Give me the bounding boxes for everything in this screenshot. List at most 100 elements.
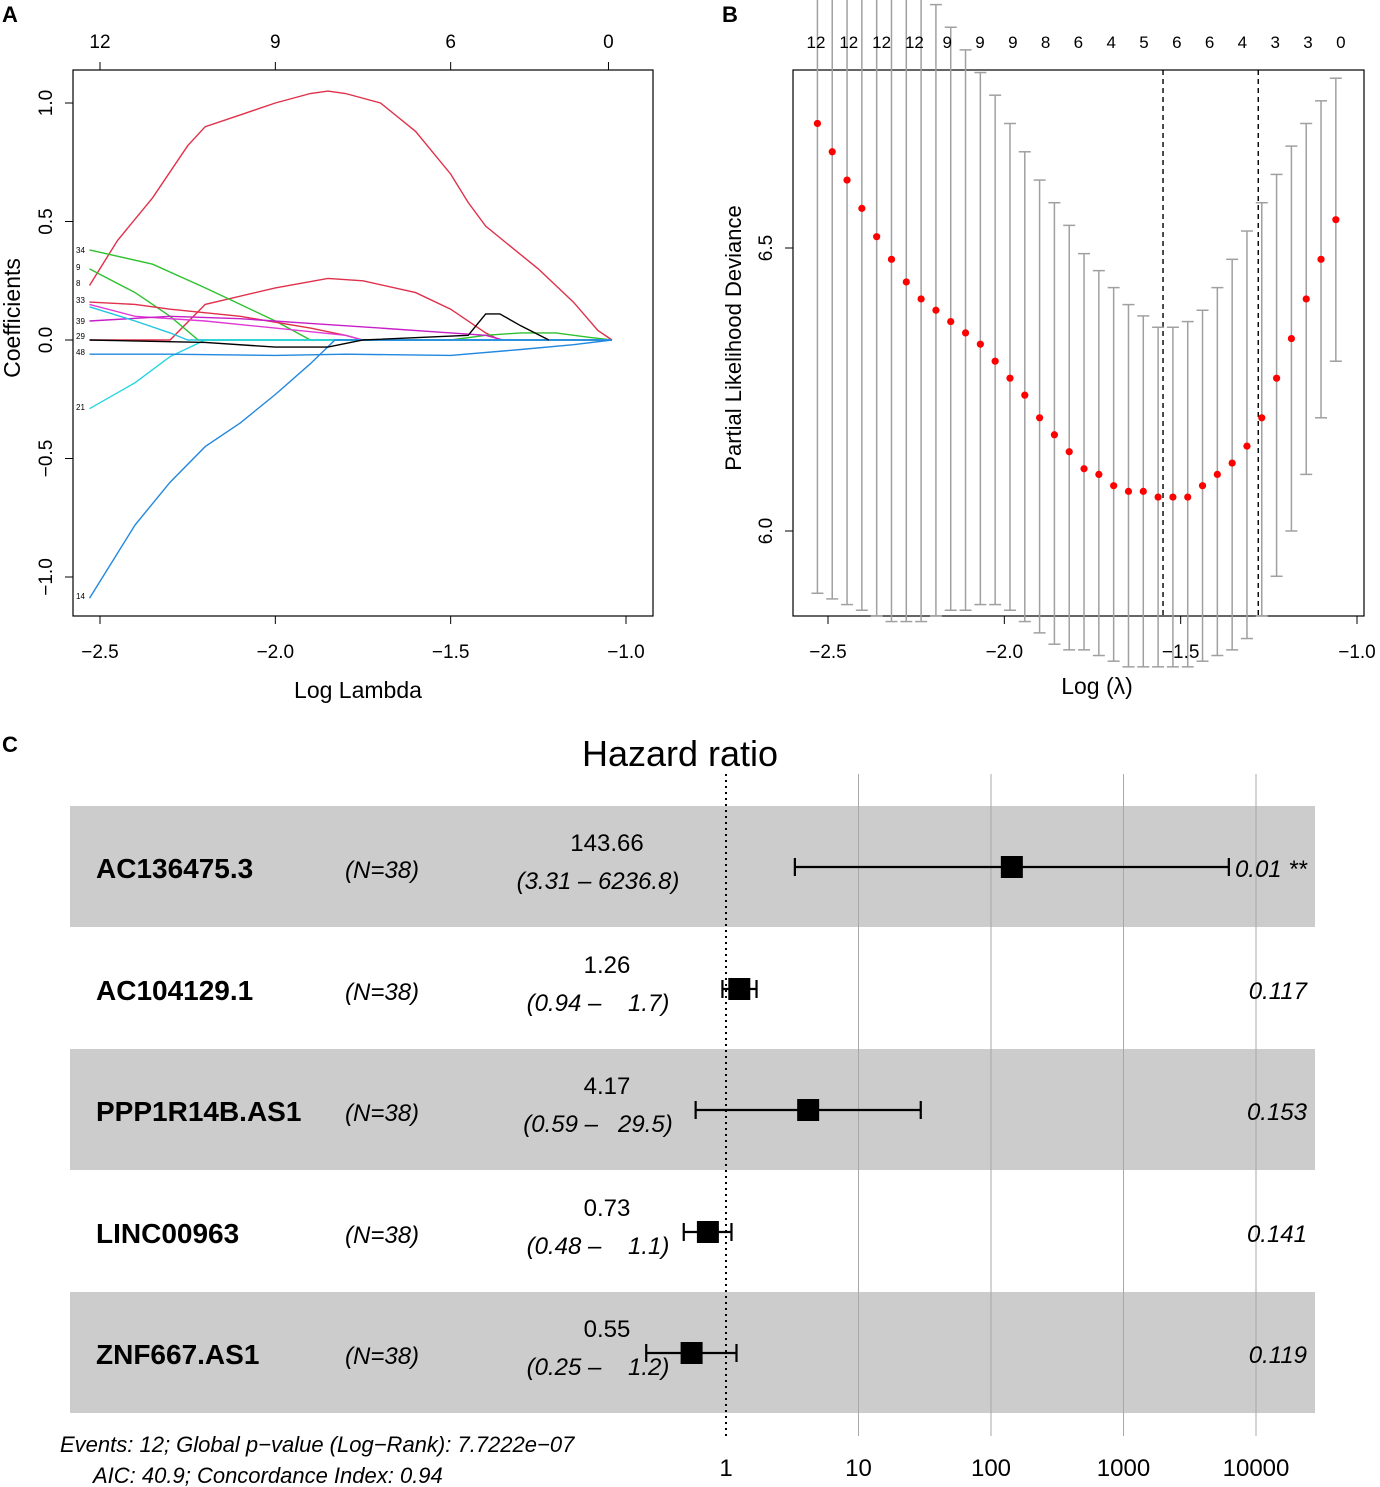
panel-c-hr-marker bbox=[1000, 856, 1023, 878]
panel-c-row-p: 0.153 bbox=[1247, 1099, 1308, 1126]
panel-a-y-tick-label: −1.0 bbox=[36, 558, 57, 596]
panel-a-side-label: 34 bbox=[76, 246, 85, 255]
panel-b-point bbox=[947, 317, 955, 326]
panel-a-series-line-4 bbox=[89, 301, 612, 341]
panel-c-row-n: (N=38) bbox=[345, 979, 419, 1006]
panel-b-point bbox=[932, 306, 940, 314]
panel-c-row-ci: (0.25 – 1.2) bbox=[527, 1354, 670, 1381]
panel-c-hr-marker bbox=[728, 978, 751, 1000]
panel-b-point bbox=[1154, 493, 1162, 501]
panel-b-point bbox=[1302, 295, 1310, 303]
panel-c-row-n: (N=38) bbox=[345, 1100, 419, 1127]
panel-b-y-tick-label: 6.5 bbox=[756, 235, 777, 261]
panel-a-side-label: 33 bbox=[76, 296, 85, 305]
panel-a-top-label: 12 bbox=[89, 32, 110, 53]
panel-c-row-label: AC136475.3 bbox=[96, 853, 253, 884]
panel-a-side-label: 29 bbox=[76, 332, 85, 341]
panel-b-point bbox=[1228, 459, 1236, 467]
panel-b-top-label: 6 bbox=[1172, 33, 1181, 52]
panel-b-plot-frame bbox=[792, 69, 1365, 617]
panel-a-x-tick-label: −1.0 bbox=[607, 642, 645, 663]
panel-b-top-label: 5 bbox=[1139, 33, 1148, 52]
panel-b-top-label: 12 bbox=[872, 33, 891, 52]
panel-c-row-hr: 0.73 bbox=[584, 1195, 631, 1222]
panel-b-top-label: 6 bbox=[1074, 33, 1083, 52]
panel-b-reference-lines bbox=[1162, 70, 1259, 616]
panel-c-row-p: 0.119 bbox=[1249, 1342, 1307, 1369]
panel-a-series-line-7 bbox=[89, 306, 612, 341]
panel-a-side-label: 39 bbox=[76, 317, 85, 326]
panel-a-x-axis: −2.5 −2.0 −1.5 −1.0 bbox=[81, 616, 645, 663]
panel-a-series-line-8 bbox=[89, 339, 612, 410]
panel-b-point bbox=[1198, 482, 1207, 490]
panel-c-title: Hazard ratio bbox=[582, 733, 778, 774]
panel-b-point bbox=[1169, 493, 1177, 501]
panel-b-point bbox=[976, 340, 984, 348]
panel-b-top-label: 4 bbox=[1238, 33, 1247, 52]
panel-b-point bbox=[991, 357, 999, 365]
panel-b-y-tick-label: 6.0 bbox=[756, 518, 777, 544]
panel-b-point bbox=[843, 176, 851, 184]
panel-c-row-ci: (0.94 – 1.7) bbox=[527, 990, 670, 1017]
panel-b-deviance-cv: −2.5−2.0−1.5−1.0 6.06.57.07.5 1212121299… bbox=[721, 0, 1376, 699]
panel-b-point bbox=[1317, 255, 1325, 263]
panel-a-series-line-1 bbox=[89, 277, 501, 341]
panel-a-y-tick-label: 1.0 bbox=[36, 90, 57, 116]
panel-b-top-axis: 12 12 12 12 9 9 9 8 6 4 5 6 6 4 3 3 0 bbox=[807, 33, 1346, 52]
panel-c-row-label: LINC00963 bbox=[96, 1218, 239, 1249]
panel-label-b: B bbox=[722, 2, 738, 27]
panel-a-side-label: 9 bbox=[76, 263, 81, 272]
panel-b-point bbox=[1332, 216, 1340, 224]
panel-c-row-p: 0.01 ** bbox=[1235, 856, 1308, 883]
panel-a-x-label: Log Lambda bbox=[294, 677, 422, 703]
panel-b-point bbox=[1095, 470, 1103, 478]
panel-c-row-label: AC104129.1 bbox=[96, 975, 253, 1006]
panel-b-x-label: Log (λ) bbox=[1061, 673, 1133, 699]
panel-b-point bbox=[902, 278, 910, 286]
panel-b-top-label: 12 bbox=[807, 33, 826, 52]
panel-c-row-p: 0.117 bbox=[1249, 978, 1309, 1005]
panel-c-x-tick-label: 10000 bbox=[1223, 1455, 1290, 1482]
panel-c-row-ci: (3.31 – 6236.8) bbox=[517, 868, 680, 895]
panel-a-y-label: Coefficients bbox=[0, 258, 25, 378]
panel-c-row-p: 0.141 bbox=[1247, 1221, 1307, 1248]
panel-b-point bbox=[1243, 442, 1251, 450]
panel-a-series-line-10 bbox=[89, 339, 613, 357]
panel-c-x-axis: 1 10 100 1000 10000 bbox=[719, 1455, 1289, 1482]
panel-b-point bbox=[1184, 493, 1192, 501]
panel-b-top-label: 9 bbox=[942, 33, 951, 52]
panel-b-x-axis: −2.5 −2.0 −1.5 −1.0 bbox=[809, 616, 1376, 663]
panel-b-top-label: 9 bbox=[975, 33, 984, 52]
panel-b-top-label: 3 bbox=[1270, 33, 1279, 52]
panel-c-hr-marker bbox=[696, 1221, 719, 1243]
panel-c-row-hr: 4.17 bbox=[584, 1073, 631, 1100]
panel-a-x-tick-label: −1.5 bbox=[432, 642, 470, 663]
panel-c-x-tick-label: 1 bbox=[719, 1455, 732, 1482]
panel-c-hr-marker bbox=[680, 1342, 703, 1364]
panel-b-point bbox=[1110, 482, 1118, 490]
panel-b-y-axis: 6.06.57.07.5 bbox=[756, 235, 793, 544]
panel-b-point bbox=[1021, 391, 1029, 399]
panel-a-side-label: 14 bbox=[76, 592, 85, 601]
panel-b-point bbox=[828, 148, 836, 156]
panel-b-point bbox=[961, 329, 970, 337]
panel-a-top-label: 0 bbox=[603, 32, 614, 53]
panel-b-x-tick-label: −1.5 bbox=[1162, 642, 1200, 663]
panel-c-row-hr: 0.55 bbox=[584, 1316, 631, 1343]
panel-label-c: C bbox=[2, 732, 18, 757]
panel-b-point bbox=[1050, 431, 1059, 439]
panel-a-plot-frame bbox=[72, 69, 654, 617]
panel-c-x-tick-label: 10 bbox=[845, 1455, 872, 1482]
panel-c-footer-line-1: Events: 12; Global p−value (Log−Rank): 7… bbox=[60, 1432, 575, 1457]
panel-c-rows: AC136475.3 (N=38) 143.66 (3.31 – 6236.8) 0.0… bbox=[96, 830, 1309, 1381]
panel-c-row-hr: 1.26 bbox=[584, 952, 631, 979]
panel-b-top-label: 12 bbox=[839, 33, 858, 52]
panel-c-row: LINC00963 (N=38) 0.73 (0.48 – 1.1) 0.141 bbox=[96, 1195, 1307, 1260]
panel-a-side-label: 21 bbox=[76, 403, 85, 412]
panel-a-y-tick-label: −0.5 bbox=[36, 440, 57, 478]
panel-a-x-tick-label: −2.5 bbox=[81, 642, 119, 663]
panel-a-top-label: 9 bbox=[270, 32, 281, 53]
panel-c-gridlines bbox=[725, 774, 1257, 1440]
panel-a-series-line-5 bbox=[89, 303, 612, 341]
